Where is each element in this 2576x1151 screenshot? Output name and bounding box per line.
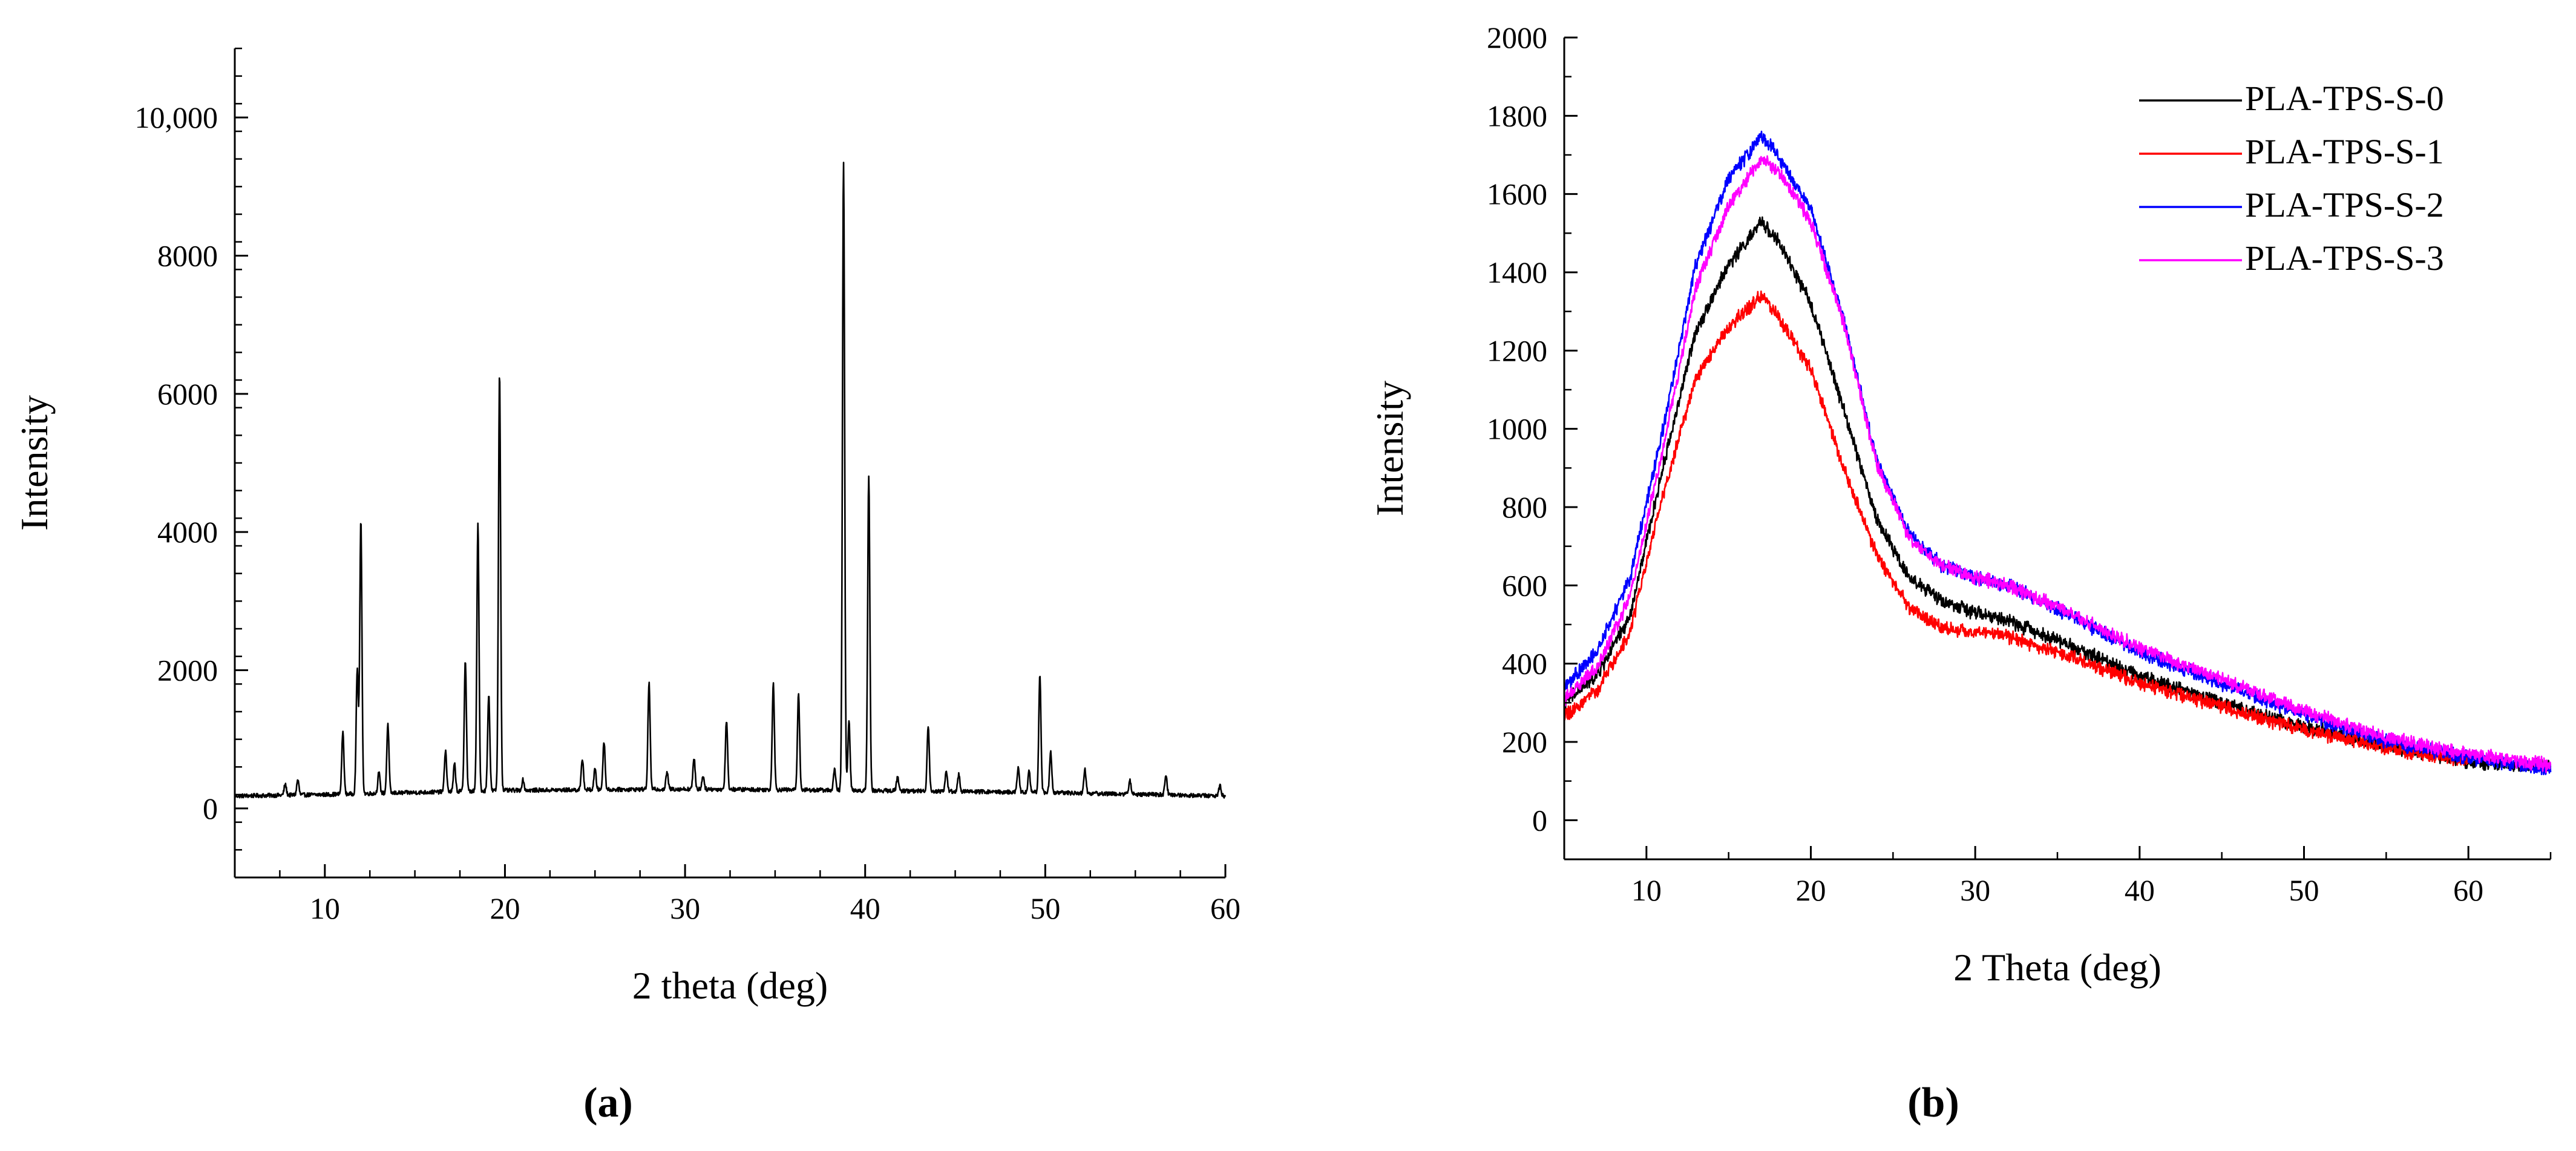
series-line-pla-tps-s-1 — [1563, 290, 2469, 767]
x-tick-label: 30 — [1960, 873, 1990, 907]
x-tick-label: 20 — [1796, 873, 1826, 907]
y-axis-label: Intensity — [13, 395, 56, 531]
x-tick-label: 60 — [2453, 873, 2483, 907]
y-tick-label: 2000 — [157, 654, 218, 687]
y-tick-label: 6000 — [157, 377, 218, 411]
panel-label: (a) — [583, 1080, 633, 1126]
x-tick-label: 40 — [850, 891, 880, 925]
series-line-pla-tps-s-2 — [1563, 130, 2552, 776]
panel-label: (b) — [1907, 1080, 1959, 1126]
y-tick-label: 1200 — [1487, 333, 1547, 367]
legend-label: PLA-TPS-S-3 — [2245, 238, 2444, 278]
y-tick-label: 800 — [1502, 490, 1547, 524]
series-line-xrd — [234, 162, 1227, 799]
x-tick-label: 50 — [1030, 891, 1060, 925]
y-tick-label: 10,000 — [135, 100, 218, 134]
series-line-pla-tps-s-0 — [1563, 216, 2552, 773]
x-axis-label: 2 Theta (deg) — [1953, 946, 2161, 989]
y-tick-label: 600 — [1502, 568, 1547, 602]
y-tick-label: 400 — [1502, 647, 1547, 681]
y-tick-label: 0 — [1532, 803, 1547, 837]
x-tick-label: 50 — [2289, 873, 2319, 907]
x-axis-label: 2 theta (deg) — [632, 964, 828, 1007]
chart-panel-a: 0 2000 4000 6000 8000 10,000 10 20 30 40 50 60 2 the… — [13, 47, 1240, 1126]
series-line-pla-tps-s-3 — [1563, 155, 2552, 773]
y-tick-label: 0 — [203, 792, 218, 825]
y-tick-label: 1400 — [1487, 255, 1547, 289]
chart-panel-b: 0 200 400 600 800 1000 1200 1400 1600 1800 2000 10 2… — [1368, 21, 2552, 1126]
x-tick-label: 20 — [490, 891, 520, 925]
y-tick-label: 4000 — [157, 515, 218, 549]
y-tick-label: 2000 — [1487, 21, 1547, 54]
y-tick-label: 1000 — [1487, 412, 1547, 446]
y-axis-label: Intensity — [1368, 381, 1411, 516]
y-tick-label: 1600 — [1487, 177, 1547, 211]
x-tick-label: 30 — [670, 891, 700, 925]
legend: PLA-TPS-S-0 PLA-TPS-S-1 PLA-TPS-S-2 PLA-TPS… — [2139, 79, 2444, 278]
x-tick-label: 10 — [1631, 873, 1662, 907]
legend-label: PLA-TPS-S-1 — [2245, 132, 2444, 171]
y-tick-label: 8000 — [157, 239, 218, 273]
x-tick-label: 40 — [2125, 873, 2155, 907]
y-tick-label: 1800 — [1487, 99, 1547, 133]
y-tick-label: 200 — [1502, 725, 1547, 759]
x-tick-label: 10 — [310, 891, 340, 925]
legend-label: PLA-TPS-S-0 — [2245, 79, 2444, 118]
legend-label: PLA-TPS-S-2 — [2245, 185, 2444, 225]
x-tick-label: 60 — [1210, 891, 1240, 925]
